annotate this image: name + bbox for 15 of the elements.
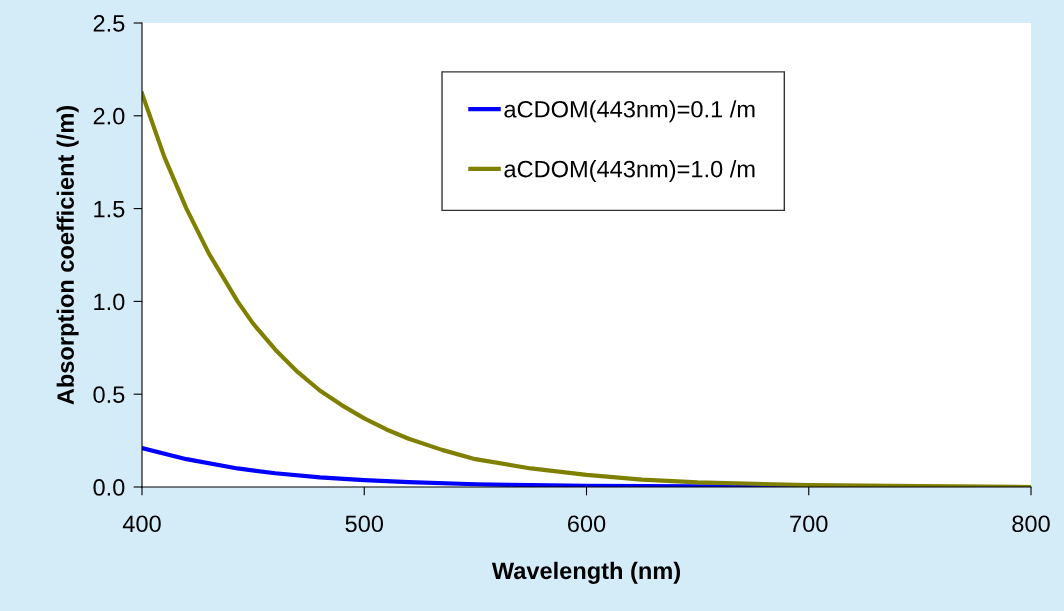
y-axis-title: Absorption coefficient (/m): [56, 105, 79, 405]
legend-label: aCDOM(443nm)=0.1 /m: [504, 100, 755, 123]
y-tick-label: 1.0: [94, 293, 125, 311]
x-tick-label: 400: [122, 515, 161, 533]
y-tick-label: 2.5: [93, 15, 125, 32]
x-tick-label: 800: [1012, 515, 1050, 533]
x-tick-label: 500: [345, 515, 384, 533]
y-tick-label: 0.0: [93, 479, 125, 496]
legend-label: aCDOM(443nm)=1.0 /m: [504, 160, 755, 183]
x-tick-label: 700: [790, 515, 828, 533]
y-tick-label: 0.5: [93, 386, 125, 403]
x-axis-title: Wavelength (nm): [491, 561, 680, 584]
x-tick-label: 600: [568, 515, 606, 533]
y-tick-label: 1.5: [94, 200, 125, 218]
y-tick-label: 2.0: [93, 107, 125, 125]
